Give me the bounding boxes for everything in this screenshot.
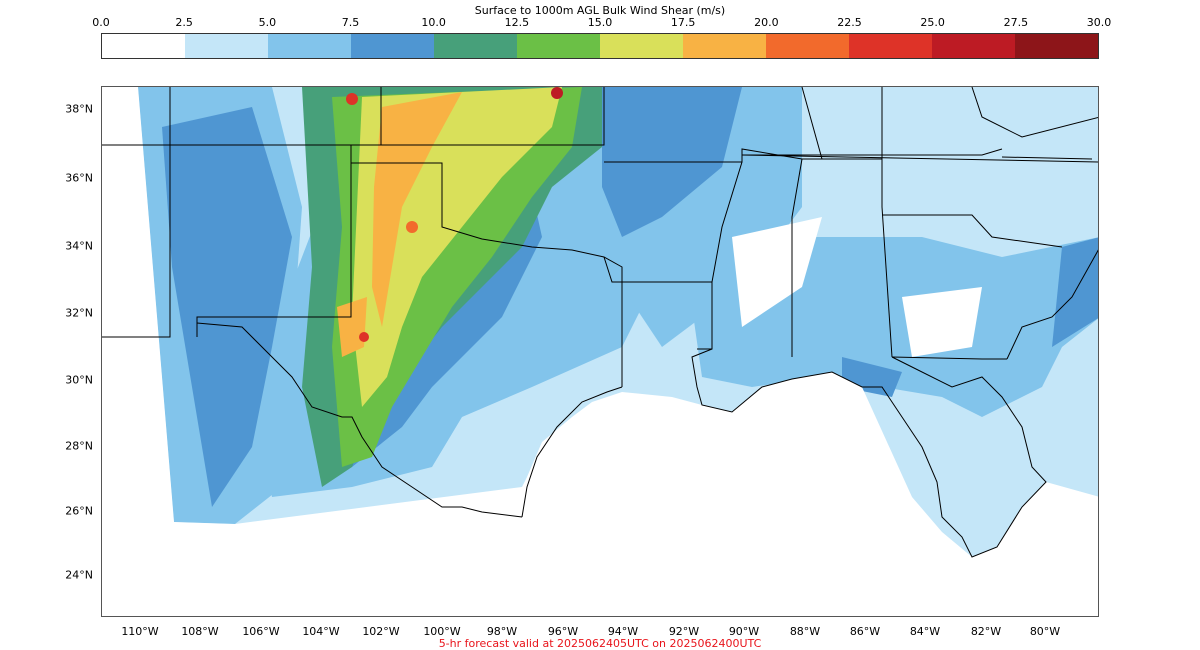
lon-label-104w: 104°W (302, 625, 340, 638)
colorbar-tick-label: 12.5 (504, 16, 530, 29)
colorbar-tick-label: 15.0 (587, 16, 613, 29)
shear-band-orange-2 (337, 297, 367, 357)
lon-label-102w: 102°W (362, 625, 400, 638)
lon-label-100w: 100°W (423, 625, 461, 638)
shear-band-west-dark (162, 107, 292, 507)
colorbar-segment (351, 34, 434, 58)
lon-label-86w: 86°W (849, 625, 881, 638)
colorbar-segment (849, 34, 932, 58)
map-panel (101, 86, 1099, 617)
colorbar-segment (600, 34, 683, 58)
colorbar-segment (268, 34, 351, 58)
colorbar-tick-label: 2.5 (175, 16, 193, 29)
colorbar (101, 33, 1099, 59)
lon-label-94w: 94°W (607, 625, 639, 638)
lat-label-24n: 24°N (65, 568, 93, 582)
lon-label-106w: 106°W (242, 625, 280, 638)
lon-label-98w: 98°W (486, 625, 518, 638)
colorbar-tick-label: 5.0 (258, 16, 277, 29)
colorbar-tick-label: 20.0 (754, 16, 779, 29)
lon-label-108w: 108°W (181, 625, 219, 638)
shear-band-orange (372, 92, 462, 327)
colorbar-segment (683, 34, 766, 58)
colorbar-tick-label: 7.5 (341, 16, 360, 29)
lat-label-38n: 38°N (65, 102, 93, 116)
shear-band-atl-dark (1052, 237, 1098, 347)
colorbar-tick-label: 25.0 (920, 16, 945, 29)
forecast-caption: 5-hr forecast valid at 2025062405UTC on … (438, 637, 762, 650)
colorbar-segment (185, 34, 268, 58)
lon-label-90w: 90°W (728, 625, 760, 638)
colorbar-tick-label: 17.5 (670, 16, 696, 29)
wind-shear-map (102, 87, 1098, 558)
colorbar-tick-label: 30.0 (1086, 16, 1112, 29)
colorbar-tick-label: 10.0 (421, 16, 446, 29)
lon-label-84w: 84°W (909, 625, 941, 638)
lon-label-96w: 96°W (547, 625, 579, 638)
shear-max-red-1 (346, 93, 358, 105)
lon-label-82w: 82°W (970, 625, 1002, 638)
colorbar-segment (1015, 34, 1098, 58)
colorbar-tick-label: 0.0 (92, 16, 110, 29)
lon-label-88w: 88°W (789, 625, 821, 638)
state-borders (102, 87, 1098, 558)
lat-label-28n: 28°N (65, 439, 93, 453)
colorbar-segment (932, 34, 1015, 58)
lat-label-26n: 26°N (65, 504, 93, 518)
shear-max-red-3 (359, 332, 369, 342)
lat-label-32n: 32°N (65, 306, 93, 320)
colorbar-segment (766, 34, 849, 58)
lat-label-34n: 34°N (65, 239, 93, 253)
colorbar-tick-label: 27.5 (1003, 16, 1029, 29)
lat-label-30n: 30°N (65, 373, 93, 387)
colorbar-tick-labels: 0.0 2.5 5.0 7.5 10.0 12.5 15.0 17.5 20.0 22.5 25.0… (0, 16, 1200, 30)
lon-label-110w: 110°W (121, 625, 159, 638)
shear-band-se-white (732, 217, 822, 327)
lon-label-80w: 80°W (1029, 625, 1061, 638)
lat-label-36n: 36°N (65, 171, 93, 185)
shear-max-orange-4 (406, 221, 418, 233)
colorbar-segment (102, 34, 185, 58)
shear-band-se-white-2 (902, 287, 982, 357)
colorbar-segment (517, 34, 600, 58)
colorbar-title: Surface to 1000m AGL Bulk Wind Shear (m/… (474, 4, 726, 17)
colorbar-segment (434, 34, 517, 58)
shear-max-red-2 (551, 87, 563, 99)
colorbar-tick-label: 22.5 (837, 16, 862, 29)
lon-label-92w: 92°W (668, 625, 700, 638)
